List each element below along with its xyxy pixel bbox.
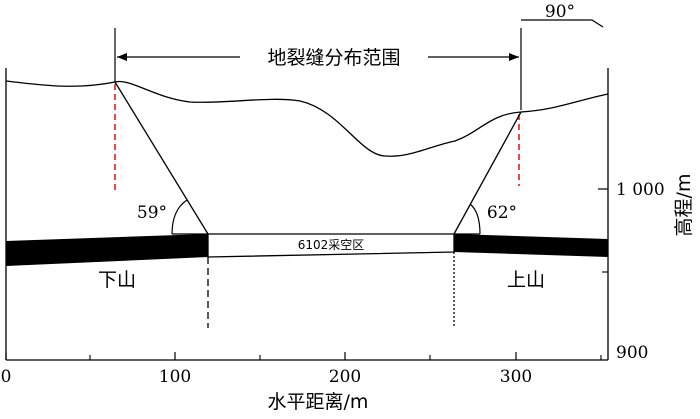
updip-label: 上山 [507,269,545,291]
y-axis-ticks: 1 000 900 [598,180,665,363]
range-left-arrow-icon [117,53,127,61]
direction-label: 90° [545,2,575,22]
left-draw-line [114,81,209,235]
y-axis-label: 高程/m [673,174,695,237]
goaf-label: 6102采空区 [298,238,365,252]
y-tick-label: 1 000 [616,180,665,200]
x-tick-label: 0 [1,367,12,387]
right-angle-label: 62° [487,203,517,223]
direction-arrow-icon [521,19,604,28]
range-right-arrow-icon [509,53,519,61]
x-tick-label: 200 [329,367,361,387]
range-label: 地裂缝分布范围 [267,47,400,69]
coal-seam-left [6,234,208,266]
ground-surface [5,80,609,157]
x-axis-label: 水平距离/m [268,391,369,413]
x-tick-label: 300 [500,367,532,387]
x-tick-label: 100 [159,367,191,387]
direction-indicator: 90° [521,2,604,28]
x-axis-ticks: 0 100 200 300 [1,352,602,387]
left-angle-label: 59° [137,203,167,223]
y-tick-label: 900 [616,343,648,363]
coal-seam-right [454,234,608,257]
left-angle-arc [171,199,188,235]
right-angle-arc [469,203,481,235]
right-draw-line [453,111,522,235]
downdip-label: 下山 [98,269,136,291]
fissure-range-dimension: 地裂缝分布范围 [114,28,522,110]
